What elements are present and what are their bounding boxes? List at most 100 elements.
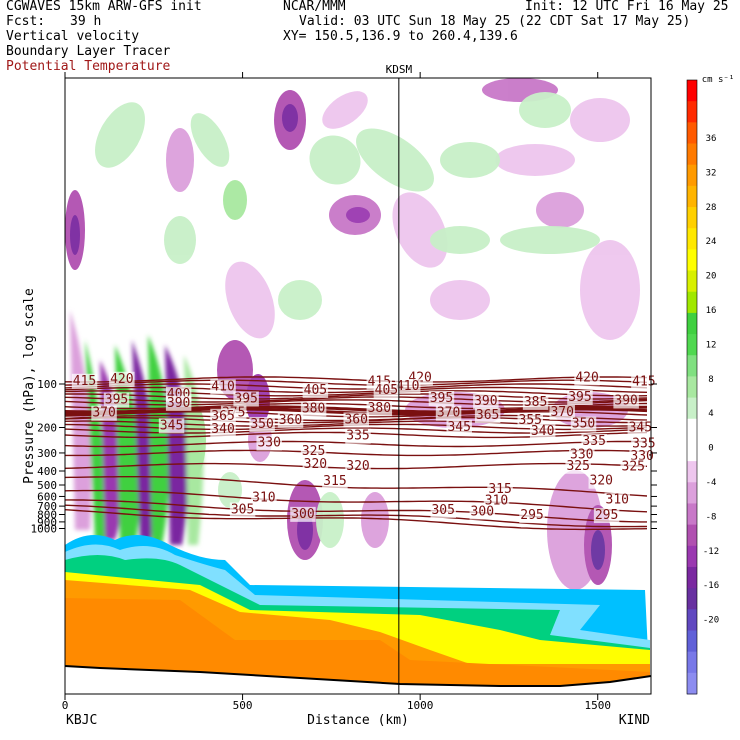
theta-label: 370 (437, 406, 460, 421)
colorbar-swatch (687, 524, 697, 547)
x-tick-label: 1500 (584, 699, 611, 712)
theta-label-bg (300, 401, 327, 417)
theta-label: 380 (368, 401, 391, 416)
y-tick-label: 1000 (31, 523, 58, 536)
theta-label: 420 (575, 370, 598, 385)
theta-label-bg (588, 473, 615, 489)
colorbar-swatch (687, 312, 697, 335)
forecast-hours: 39 h (70, 14, 102, 29)
theta-contour-315-k (65, 476, 648, 497)
colorbar-swatch (687, 101, 697, 123)
colorbar-swatch (687, 334, 697, 356)
colorbar-swatch (687, 482, 697, 504)
theta-label: 395 (568, 390, 591, 405)
theta-label: 325 (302, 444, 325, 459)
theta-label-bg (109, 371, 135, 387)
x-tick-label: 1000 (407, 699, 434, 712)
station-marker-label: KDSM (386, 63, 413, 76)
theta-label-bg (522, 394, 549, 410)
y-tick-label: 500 (37, 479, 57, 492)
theta-label-bg (620, 459, 646, 475)
theta-label: 295 (520, 508, 543, 523)
colorbar-swatch (687, 270, 697, 293)
colorbar-tick-label: 12 (706, 340, 717, 350)
theta-label-bg (343, 412, 369, 428)
theta-label-bg (581, 433, 607, 449)
theta-label-bg (430, 502, 456, 518)
colorbar-tick-label: 32 (706, 168, 717, 178)
theta-label: 370 (92, 406, 115, 421)
theta-label: 335 (346, 429, 369, 444)
colorbar-swatch (687, 291, 697, 314)
theta-label-bg (613, 393, 639, 409)
colorbar-swatch (687, 545, 697, 568)
theta-label-bg (71, 373, 98, 389)
theta-label: 315 (323, 474, 346, 489)
colorbar-swatch (687, 630, 697, 653)
colorbar-swatch (687, 376, 697, 399)
colorbar-swatch (687, 185, 697, 208)
theta-label: 360 (279, 413, 302, 428)
theta-contour-310-k (65, 489, 648, 513)
theta-label: 330 (257, 435, 280, 450)
theta-label-bg (627, 420, 654, 436)
theta-label: 300 (471, 505, 494, 520)
theta-label: 350 (250, 417, 273, 432)
theta-label-bg (251, 490, 277, 506)
colorbar-swatch (687, 609, 697, 631)
theta-label-bg (233, 391, 259, 407)
theta-label: 350 (572, 417, 595, 432)
x-axis-label: Distance (km) (307, 713, 409, 728)
theta-label-bg (210, 422, 236, 438)
theta-label-bg (366, 401, 393, 417)
theta-label: 330 (570, 447, 593, 462)
init-time: Init: 12 UTC Fri 16 May 25 (525, 0, 729, 14)
theta-label-bg (517, 412, 543, 428)
theta-label-bg (300, 444, 327, 460)
theta-label-bg (565, 458, 591, 474)
x-axis: 0 500 1000 1500 (62, 72, 611, 712)
colorbar-frame (686, 79, 698, 695)
colorbar-swatch (687, 355, 697, 377)
theta-label-bg (631, 374, 657, 390)
theta-label-bg (277, 412, 304, 428)
theta-label: 405 (375, 383, 398, 398)
theta-label-bg (631, 436, 657, 452)
model-title: CGWAVES 15km ARW-GFS init (6, 0, 202, 14)
colorbar-swatch (687, 672, 697, 695)
theta-label-bg (229, 502, 256, 518)
theta-label: 395 (430, 391, 453, 406)
y-tick-label: 300 (37, 447, 57, 460)
colorbar-tick-label: 16 (706, 306, 717, 316)
theta-label-bg (469, 504, 496, 520)
theta-label: 335 (582, 434, 605, 449)
colorbar-tick-label: -16 (703, 581, 719, 591)
theta-label: 410 (211, 379, 234, 394)
theta-label: 335 (632, 436, 655, 451)
theta-contour-420-k (65, 376, 648, 383)
theta-contour-395-k (65, 393, 648, 400)
colorbar-swatch (687, 397, 697, 420)
theta-label: 320 (346, 459, 369, 474)
theta-label: 365 (211, 409, 234, 424)
field-boundary-layer-tracer: Boundary Layer Tracer (6, 44, 171, 59)
x-tick-label: 500 (233, 699, 253, 712)
colorbar-swatch (687, 122, 697, 145)
left-endpoint-label: KBJC (66, 713, 97, 728)
theta-contour-390-k (65, 396, 648, 403)
theta-label: 395 (234, 392, 257, 407)
y-axis-label: Pressure (hPa), log scale (22, 288, 37, 484)
theta-label-bg (322, 474, 348, 490)
y-tick-label: 900 (37, 516, 57, 529)
colorbar-swatch (687, 651, 697, 674)
theta-label: 320 (304, 457, 327, 472)
theta-label-bg (91, 405, 117, 421)
theta-label-bg (302, 457, 329, 473)
colorbar-swatch (687, 228, 697, 250)
theta-contour-305-k (65, 499, 647, 523)
theta-label-bg (473, 393, 499, 409)
colorbar-tick-label: -12 (703, 547, 719, 557)
